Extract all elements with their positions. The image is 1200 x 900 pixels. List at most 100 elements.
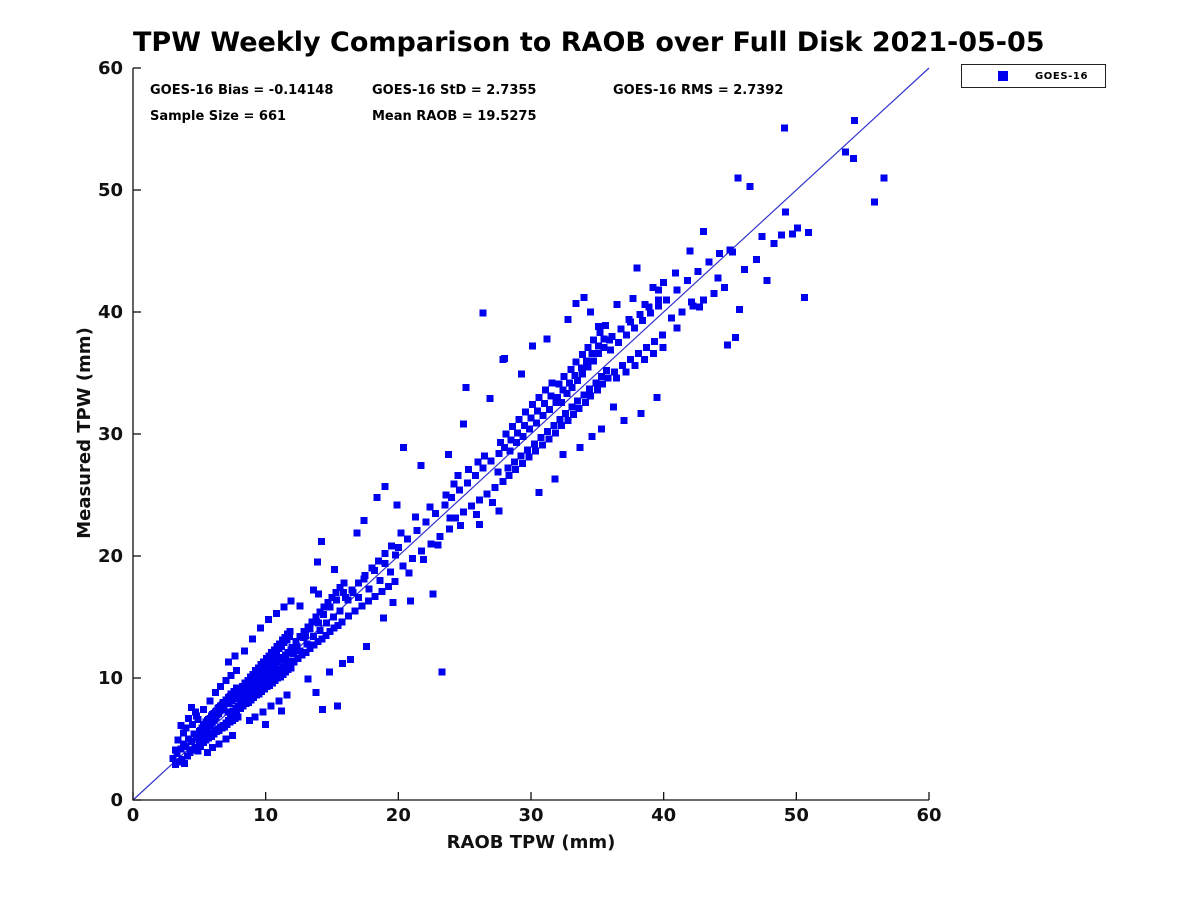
data-point — [227, 672, 235, 680]
data-point — [593, 386, 601, 394]
data-point — [650, 350, 658, 357]
data-point — [338, 618, 346, 626]
data-point — [351, 607, 359, 615]
data-point — [525, 453, 533, 461]
data-point — [457, 522, 465, 529]
chart-title: TPW Weekly Comparison to RAOB over Full … — [133, 27, 1045, 58]
data-point — [287, 664, 295, 672]
data-point — [555, 380, 563, 388]
data-point — [222, 676, 230, 684]
data-point — [388, 542, 396, 550]
data-point — [353, 529, 361, 537]
data-point — [389, 598, 397, 606]
data-point — [559, 386, 567, 394]
data-point — [306, 625, 314, 633]
data-point — [560, 373, 568, 381]
data-point — [262, 720, 270, 728]
data-point — [770, 240, 778, 248]
data-point — [250, 681, 258, 689]
data-point — [545, 435, 553, 443]
data-point — [236, 687, 244, 695]
data-point — [427, 540, 435, 548]
data-point — [309, 586, 317, 594]
data-point — [668, 314, 676, 322]
data-point — [640, 356, 648, 364]
data-point — [326, 603, 334, 611]
data-point — [406, 597, 414, 605]
data-point — [244, 676, 252, 684]
data-point — [532, 447, 540, 455]
data-point — [283, 691, 291, 699]
data-point — [287, 597, 295, 605]
data-point — [378, 587, 386, 595]
data-point — [194, 747, 202, 755]
data-point — [281, 634, 289, 642]
data-point — [183, 752, 191, 760]
data-point — [510, 458, 518, 466]
data-point — [459, 420, 467, 428]
data-point — [635, 350, 642, 357]
data-point — [619, 362, 626, 370]
data-point — [581, 398, 589, 406]
data-point — [459, 508, 467, 516]
data-point — [296, 647, 304, 655]
data-point — [392, 551, 400, 559]
data-point — [700, 296, 707, 304]
data-point — [317, 537, 325, 545]
data-point — [418, 547, 426, 555]
data-point — [206, 697, 214, 705]
data-point — [278, 707, 286, 715]
data-point — [384, 583, 392, 590]
data-point — [613, 301, 621, 309]
data-point — [600, 343, 608, 351]
data-point — [408, 554, 416, 562]
data-point — [365, 585, 373, 593]
stat-rms: GOES-16 RMS = 2.7392 — [613, 83, 784, 98]
data-point — [270, 646, 278, 654]
data-point — [199, 706, 207, 714]
data-point — [572, 300, 580, 307]
data-point — [347, 656, 355, 664]
data-point — [263, 669, 271, 677]
data-point — [429, 590, 437, 598]
data-point — [209, 744, 217, 751]
data-point — [339, 659, 347, 667]
data-point — [487, 457, 495, 465]
data-point — [363, 642, 370, 650]
data-point — [248, 635, 256, 643]
data-point — [723, 341, 731, 349]
data-point — [580, 293, 588, 301]
data-point — [599, 380, 607, 388]
data-point — [194, 716, 202, 723]
data-point — [507, 436, 515, 444]
data-point — [580, 391, 588, 399]
data-point — [405, 569, 413, 577]
data-point — [851, 117, 859, 124]
data-point — [446, 514, 454, 522]
x-tick-label: 50 — [784, 805, 809, 826]
y-tick-label: 0 — [110, 790, 123, 811]
data-point — [174, 736, 182, 744]
data-point — [871, 198, 879, 206]
data-point — [312, 613, 320, 621]
data-point — [361, 572, 369, 579]
data-point — [596, 329, 604, 337]
data-point — [294, 655, 302, 662]
x-tick-label: 20 — [386, 805, 411, 826]
stat-std: GOES-16 StD = 2.7355 — [372, 83, 537, 98]
data-point — [559, 451, 567, 459]
data-point — [225, 694, 232, 701]
data-point — [501, 354, 508, 362]
data-point — [238, 683, 246, 690]
data-point — [645, 303, 653, 311]
data-point — [653, 393, 661, 401]
data-point — [617, 325, 625, 333]
data-point — [463, 479, 471, 487]
data-point — [169, 755, 177, 762]
data-point — [286, 628, 294, 636]
data-point — [288, 644, 296, 651]
data-point — [303, 640, 311, 648]
y-tick-label: 50 — [98, 180, 123, 201]
data-point — [432, 509, 439, 517]
data-point — [546, 406, 554, 414]
